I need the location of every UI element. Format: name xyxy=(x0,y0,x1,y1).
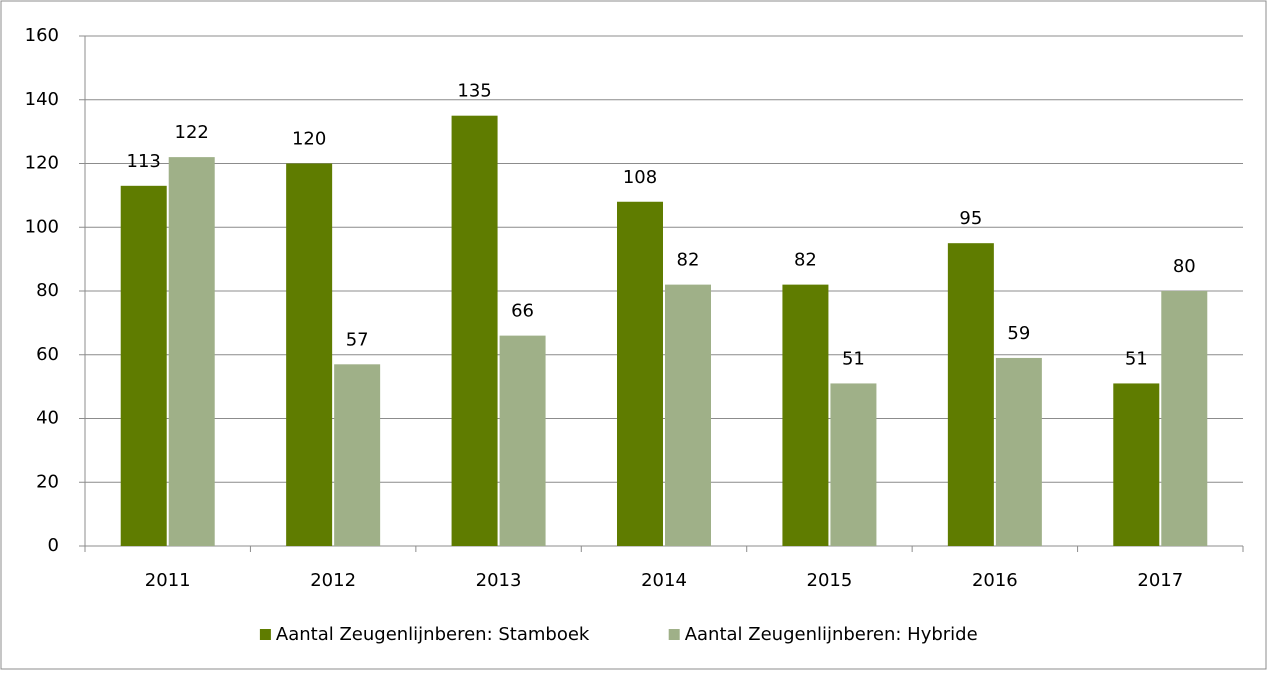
bar xyxy=(334,364,381,546)
bar xyxy=(1161,291,1208,546)
data-label: 135 xyxy=(457,81,491,102)
data-label: 108 xyxy=(623,167,657,188)
data-label: 82 xyxy=(794,250,817,271)
x-tick-label: 2015 xyxy=(807,570,853,591)
legend-label: Aantal Zeugenlijnberen: Stamboek xyxy=(276,624,590,645)
data-label: 80 xyxy=(1173,256,1196,277)
data-label: 57 xyxy=(346,329,369,350)
legend-label: Aantal Zeugenlijnberen: Hybride xyxy=(685,624,978,645)
y-tick-label: 120 xyxy=(25,153,59,174)
y-tick-label: 140 xyxy=(25,89,59,110)
bar xyxy=(168,157,215,546)
x-tick-label: 2013 xyxy=(476,570,522,591)
y-tick-label: 0 xyxy=(48,535,59,556)
data-label: 82 xyxy=(677,250,700,271)
x-tick-label: 2017 xyxy=(1137,570,1183,591)
x-tick-label: 2012 xyxy=(310,570,356,591)
x-tick-label: 2014 xyxy=(641,570,687,591)
y-tick-label: 80 xyxy=(36,280,59,301)
data-label: 51 xyxy=(842,348,865,369)
y-tick-label: 100 xyxy=(25,216,59,237)
bar xyxy=(782,284,829,546)
bar xyxy=(947,243,994,546)
bar xyxy=(617,201,663,546)
data-label: 66 xyxy=(511,301,534,322)
y-tick-label: 40 xyxy=(36,408,59,429)
legend-swatch xyxy=(259,629,271,640)
bar xyxy=(499,335,546,546)
y-tick-label: 160 xyxy=(25,25,59,46)
y-tick-label: 20 xyxy=(36,471,59,492)
bar xyxy=(665,284,711,546)
bar xyxy=(120,185,167,546)
data-label: 59 xyxy=(1007,323,1030,344)
data-label: 51 xyxy=(1125,348,1148,369)
y-tick-label: 60 xyxy=(36,344,59,365)
x-tick-label: 2011 xyxy=(145,570,191,591)
data-label: 122 xyxy=(175,122,209,143)
bar xyxy=(286,163,333,546)
x-tick-label: 2016 xyxy=(972,570,1018,591)
data-label: 120 xyxy=(292,129,326,150)
bar xyxy=(995,357,1042,546)
bar xyxy=(830,383,877,546)
bar xyxy=(1113,383,1160,546)
bar xyxy=(451,115,498,546)
data-label: 113 xyxy=(127,151,161,172)
legend-swatch xyxy=(668,629,680,640)
data-label: 95 xyxy=(959,208,982,229)
